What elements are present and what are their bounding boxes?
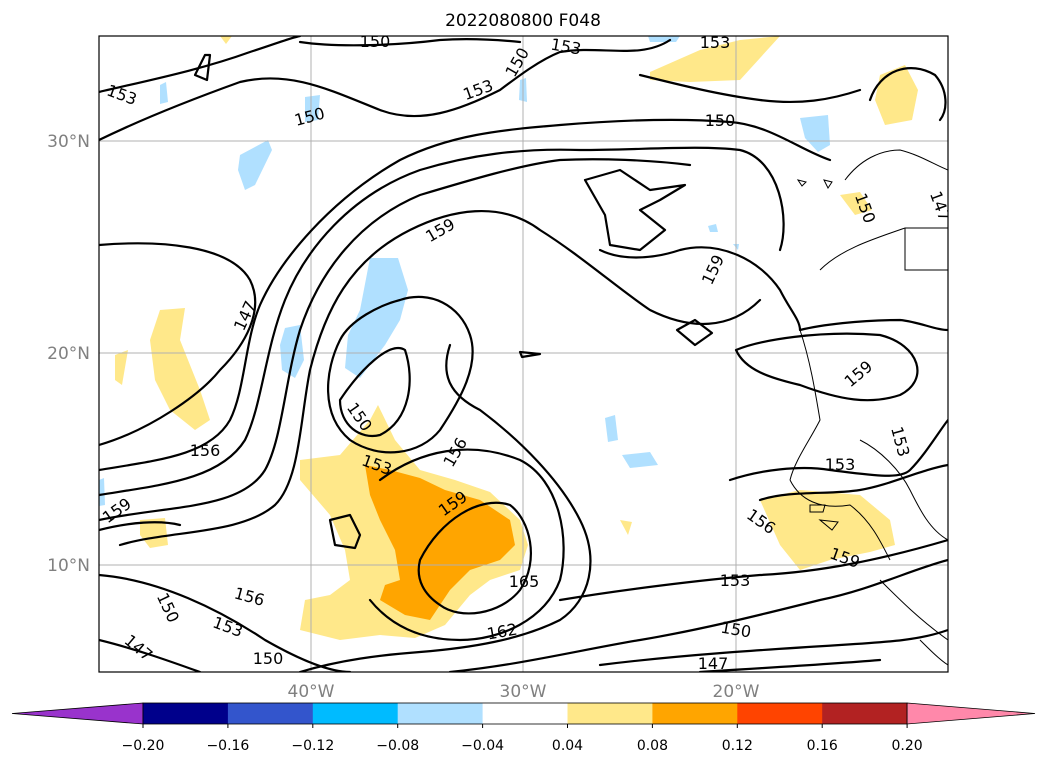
contour-label: 150 [851,191,879,226]
contour-label: 153 [700,33,731,52]
contour-label: 147 [926,189,954,224]
contour-label: 153 [825,455,856,474]
colorbar-tick-label: −0.20 [122,738,165,754]
colorbar-extend-low [11,702,144,725]
contour-label: 156 [439,434,471,470]
colorbar-extend-high [906,702,1036,725]
colorbar-tick-label: 0.04 [552,738,583,754]
colorbar-tick-label: 0.16 [807,738,838,754]
contour-label: 165 [509,572,540,591]
lat-label-30n: 30°N [47,132,90,152]
colorbar-frame [142,702,908,725]
lon-label-20w: 20°W [713,682,760,702]
longitude-labels: 40°W 30°W 20°W [288,682,760,702]
contour-label: 159 [422,214,458,246]
figure-title: 2022080800 F048 [445,11,601,31]
colorbar-segment [312,703,399,724]
colorbar-tick-label: −0.16 [206,738,249,754]
contour-label: 147 [698,654,729,673]
contour-label: 150 [501,44,533,80]
map-frame [98,35,949,673]
colorbar-segment [143,703,229,724]
negative-shading [99,36,830,506]
contour-label: 150 [292,104,326,130]
contour-label: 159 [698,252,728,288]
lat-label-20n: 20°N [47,344,90,364]
contour-label: 153 [720,571,751,590]
colorbar-tick-label: −0.12 [291,738,334,754]
colorbar-segment [737,703,823,724]
contour-label: 150 [719,618,752,642]
contour-label: 153 [549,35,582,59]
map-area: 150 153 150 153 150 153 150 159 147 153 … [99,32,954,673]
lat-label-10n: 10°N [47,556,90,576]
colorbar-tick-label: −0.08 [376,738,419,754]
geopotential-contours [99,36,948,672]
positive-shading [115,36,918,640]
contour-label: 150 [253,649,284,668]
contour-label: 153 [210,613,245,641]
colorbar-segment [227,703,314,724]
contour-label: 150 [705,111,736,130]
contour-label: 153 [461,76,496,104]
contour-label: 156 [190,441,221,460]
colorbar-segment [822,703,908,724]
colorbar-segment [652,703,738,724]
coastlines [789,149,948,666]
contour-label: 150 [360,32,391,51]
lon-label-40w: 40°W [288,682,335,702]
colorbar-segment [482,703,568,724]
latitude-labels: 30°N 20°N 10°N [47,132,90,576]
lon-label-30w: 30°W [500,682,547,702]
colorbar-segment [567,703,653,724]
contour-label: 159 [841,357,877,391]
colorbar-tick-label: 0.12 [722,738,753,754]
colorbar: −0.20 −0.16 −0.12 −0.08 −0.04 0.04 0.08 0.12 0.1… [11,702,1036,754]
contour-label: 156 [232,584,266,610]
contour-label: 147 [121,631,157,665]
colorbar-tick-label: 0.20 [892,738,923,754]
colorbar-segment [397,703,484,724]
colorbar-tick-label: 0.08 [637,738,668,754]
colorbar-tick-label: −0.04 [461,738,504,754]
contour-label: 153 [887,424,913,458]
contour-label: 162 [485,620,518,644]
